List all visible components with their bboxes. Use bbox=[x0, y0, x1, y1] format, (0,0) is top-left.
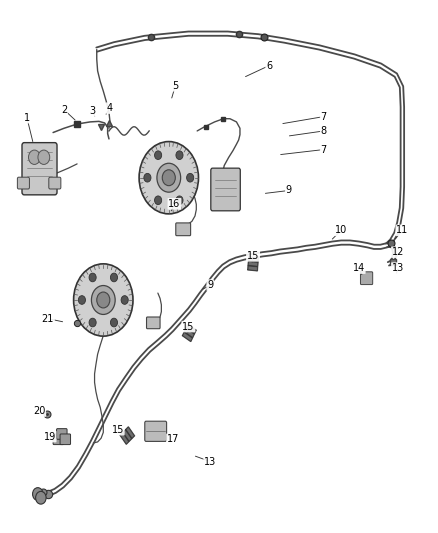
Text: 3: 3 bbox=[89, 106, 95, 116]
Text: 15: 15 bbox=[182, 321, 194, 332]
Circle shape bbox=[78, 296, 85, 304]
FancyBboxPatch shape bbox=[18, 177, 29, 189]
Circle shape bbox=[157, 163, 180, 192]
Text: 13: 13 bbox=[392, 263, 404, 273]
Circle shape bbox=[97, 292, 110, 308]
Circle shape bbox=[74, 264, 133, 336]
Text: 16: 16 bbox=[168, 199, 180, 209]
Circle shape bbox=[89, 273, 96, 282]
FancyBboxPatch shape bbox=[360, 272, 373, 285]
Text: 21: 21 bbox=[42, 313, 54, 324]
Text: 5: 5 bbox=[172, 81, 178, 91]
Polygon shape bbox=[248, 261, 258, 266]
Text: 12: 12 bbox=[392, 247, 404, 257]
FancyBboxPatch shape bbox=[211, 168, 240, 211]
Circle shape bbox=[89, 318, 96, 327]
Text: 7: 7 bbox=[321, 111, 327, 122]
Circle shape bbox=[32, 488, 43, 500]
Text: 19: 19 bbox=[43, 432, 56, 442]
Circle shape bbox=[35, 491, 46, 504]
Text: 2: 2 bbox=[61, 104, 67, 115]
Text: 9: 9 bbox=[207, 280, 213, 290]
FancyBboxPatch shape bbox=[176, 223, 191, 236]
Text: 7: 7 bbox=[321, 144, 327, 155]
Circle shape bbox=[110, 273, 117, 282]
Circle shape bbox=[38, 150, 50, 165]
FancyBboxPatch shape bbox=[60, 434, 71, 445]
FancyBboxPatch shape bbox=[53, 434, 64, 445]
Circle shape bbox=[187, 173, 194, 182]
Polygon shape bbox=[248, 257, 258, 262]
Text: 8: 8 bbox=[321, 126, 327, 136]
FancyBboxPatch shape bbox=[57, 429, 67, 439]
Polygon shape bbox=[120, 433, 129, 444]
Text: 11: 11 bbox=[396, 225, 409, 236]
FancyBboxPatch shape bbox=[147, 317, 160, 329]
Text: 20: 20 bbox=[33, 406, 45, 416]
Text: 1: 1 bbox=[24, 112, 30, 123]
Circle shape bbox=[121, 296, 128, 304]
Text: 6: 6 bbox=[266, 61, 272, 70]
Circle shape bbox=[162, 170, 175, 185]
Text: 17: 17 bbox=[167, 434, 179, 445]
FancyBboxPatch shape bbox=[49, 177, 61, 189]
Text: 4: 4 bbox=[107, 103, 113, 113]
Text: 10: 10 bbox=[335, 225, 347, 236]
Circle shape bbox=[176, 151, 183, 159]
Polygon shape bbox=[123, 430, 132, 441]
Text: 9: 9 bbox=[286, 185, 292, 196]
Polygon shape bbox=[184, 328, 194, 337]
Polygon shape bbox=[126, 427, 134, 439]
Text: 15: 15 bbox=[112, 425, 124, 435]
Polygon shape bbox=[248, 266, 258, 271]
Circle shape bbox=[92, 286, 115, 314]
Circle shape bbox=[28, 150, 40, 165]
Circle shape bbox=[144, 173, 151, 182]
FancyBboxPatch shape bbox=[145, 421, 166, 441]
Polygon shape bbox=[183, 332, 192, 342]
Circle shape bbox=[110, 318, 117, 327]
Circle shape bbox=[155, 151, 162, 159]
Circle shape bbox=[155, 196, 162, 205]
Circle shape bbox=[139, 142, 198, 214]
Text: 15: 15 bbox=[247, 251, 259, 261]
Text: 13: 13 bbox=[204, 457, 216, 466]
Polygon shape bbox=[186, 325, 196, 334]
FancyBboxPatch shape bbox=[22, 143, 57, 195]
Text: 14: 14 bbox=[353, 263, 365, 273]
Circle shape bbox=[176, 196, 183, 205]
